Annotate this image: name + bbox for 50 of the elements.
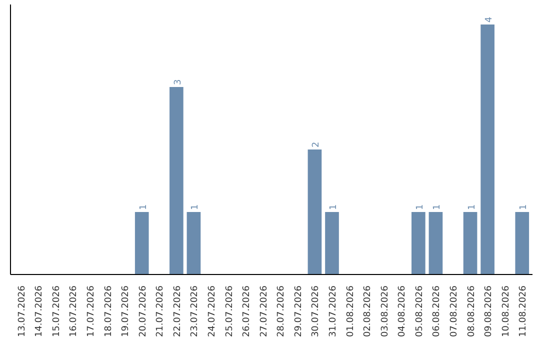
x-tick-label: 24.07.2026 [208, 285, 218, 338]
x-tick-label: 16.07.2026 [69, 285, 80, 338]
bar [412, 212, 426, 274]
x-tick-label: 05.08.2026 [414, 285, 425, 338]
bar [325, 212, 339, 274]
data-label: 4 [484, 16, 495, 22]
data-label: 1 [467, 204, 478, 210]
x-tick-label: 29.07.2026 [294, 285, 304, 338]
x-tick-label: 01.08.2026 [346, 285, 356, 338]
data-label: 1 [190, 204, 201, 210]
x-tick-label: 02.08.2026 [363, 285, 374, 338]
x-tick-label: 08.08.2026 [466, 285, 477, 338]
x-tick-label: 25.07.2026 [224, 285, 235, 338]
data-label: 1 [432, 204, 443, 210]
bar [428, 212, 443, 274]
x-tick-label: 11.08.2026 [518, 285, 529, 338]
bar [515, 212, 530, 274]
x-tick-label: 03.08.2026 [380, 285, 390, 338]
x-tick-label: 15.07.2026 [52, 285, 62, 338]
x-tick-label: 26.07.2026 [242, 285, 252, 338]
x-tick-label: 14.07.2026 [34, 285, 45, 338]
bar [186, 212, 201, 274]
bar [463, 212, 478, 274]
x-tick-label: 13.07.2026 [17, 285, 28, 338]
x-tick-label: 23.07.2026 [190, 285, 200, 338]
data-label: 3 [173, 79, 184, 85]
x-tick-label: 04.08.2026 [398, 285, 408, 338]
x-tick-label: 30.07.2026 [311, 285, 322, 338]
bar [480, 24, 494, 274]
data-label: 2 [312, 142, 322, 148]
x-tick-label: 20.07.2026 [138, 285, 148, 338]
x-tick-label: 31.07.2026 [328, 285, 338, 338]
data-label: 1 [138, 204, 149, 210]
x-tick-label: 19.07.2026 [121, 285, 132, 338]
data-label: 1 [519, 204, 530, 210]
x-tick-label: 17.07.2026 [86, 285, 97, 338]
data-label: 1 [415, 204, 426, 210]
x-tick-label: 10.08.2026 [501, 285, 512, 338]
x-tick-label: 09.08.2026 [484, 285, 494, 338]
bar [308, 150, 322, 274]
x-tick-label: 28.07.2026 [276, 285, 287, 338]
bar [170, 87, 184, 274]
x-tick-label: 27.07.2026 [259, 285, 270, 338]
x-tick-label: 21.07.2026 [156, 285, 166, 338]
data-label: 1 [328, 204, 339, 210]
x-tick-label: 18.07.2026 [104, 285, 114, 338]
x-tick-label: 22.07.2026 [172, 285, 183, 338]
x-tick-label: 07.08.2026 [449, 285, 460, 338]
x-tick-label: 06.08.2026 [432, 285, 442, 338]
bar [134, 212, 149, 274]
